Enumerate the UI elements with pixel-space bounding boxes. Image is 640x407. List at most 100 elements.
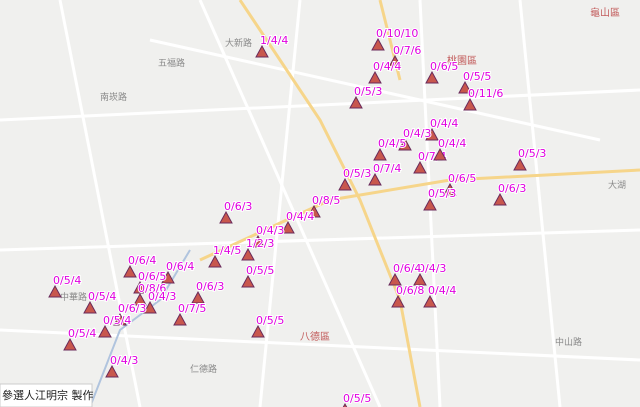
marker — [342, 402, 348, 407]
marker-label: 0/6/4 — [166, 260, 194, 273]
marker — [123, 264, 137, 278]
marker-label: 0/4/4 — [373, 60, 401, 73]
marker — [143, 300, 157, 314]
marker-label: 0/5/5 — [256, 314, 284, 327]
marker-label: 0/5/3 — [354, 85, 382, 98]
place-label: 八德區 — [300, 330, 330, 343]
marker — [251, 234, 265, 248]
marker — [349, 95, 363, 109]
marker-label: 0/5/4 — [68, 327, 96, 340]
marker — [255, 44, 269, 58]
marker-label: 0/5/5 — [246, 264, 274, 277]
marker — [423, 197, 437, 211]
marker — [443, 182, 457, 196]
marker-label: 0/6/5 — [430, 60, 458, 73]
place-label: 南崁路 — [100, 91, 127, 103]
marker-label: 0/4/4 — [438, 137, 466, 150]
marker — [48, 284, 62, 298]
marker-label: 0/10/10 — [376, 27, 418, 40]
marker-label: 0/5/3 — [518, 147, 546, 160]
marker — [493, 192, 507, 206]
marker — [425, 127, 439, 141]
marker-label: 0/5/4 — [53, 274, 81, 287]
marker — [173, 312, 187, 326]
marker — [161, 270, 175, 284]
marker — [251, 324, 265, 338]
marker-label: 0/4/3 — [418, 262, 446, 275]
marker — [458, 80, 472, 94]
marker — [433, 147, 447, 161]
marker-label: 0/5/5 — [343, 392, 371, 405]
marker — [241, 274, 255, 288]
place-label: 桃園區 — [447, 54, 477, 67]
marker-label: 1/4/5 — [213, 244, 241, 257]
marker — [388, 54, 402, 68]
marker-label: 0/5/3 — [428, 187, 456, 200]
marker — [307, 204, 321, 218]
marker — [413, 160, 427, 174]
place-label: 中華路 — [60, 291, 87, 303]
marker-label: 1/4/4 — [260, 34, 288, 47]
marker — [133, 292, 147, 306]
marker-label: 0/6/4 — [393, 262, 421, 275]
marker-label: 0/4/4 — [428, 284, 456, 297]
marker — [425, 70, 439, 84]
marker-label: 0/5/4 — [103, 314, 131, 327]
marker — [423, 294, 437, 308]
marker-label: 0/6/5 — [138, 270, 166, 283]
credit-box — [0, 383, 93, 407]
marker-label: 0/7/6 — [393, 44, 421, 57]
marker — [98, 324, 112, 338]
place-label: 五福路 — [158, 57, 185, 69]
marker — [191, 290, 205, 304]
place-label: 大湖 — [608, 179, 626, 191]
marker-label: 0/11/6 — [468, 87, 503, 100]
marker-label: 0/6/3 — [224, 200, 252, 213]
marker — [338, 177, 352, 191]
river — [89, 249, 191, 407]
marker-label: 0/4/3 — [110, 354, 138, 367]
marker-label: 0/5/5 — [463, 70, 491, 83]
marker — [371, 37, 385, 51]
marker-label: 0/6/3 — [196, 280, 224, 293]
marker — [113, 312, 127, 326]
marker — [105, 364, 119, 378]
marker-label: 1/2/3 — [246, 237, 274, 250]
marker — [463, 97, 477, 111]
marker — [513, 157, 527, 171]
marker-label: 0/8/6 — [138, 282, 166, 295]
marker — [373, 147, 387, 161]
marker — [398, 137, 412, 151]
marker-label: 0/7/5 — [178, 302, 206, 315]
marker-label: 0/5/4 — [88, 290, 116, 303]
marker-label: 0/4/3 — [148, 290, 176, 303]
marker-label: 0/4/3 — [256, 224, 284, 237]
marker — [63, 337, 77, 351]
marker-label: 0/4/3 — [403, 127, 431, 140]
place-label: 龜山區 — [590, 6, 620, 19]
marker — [83, 300, 97, 314]
marker — [413, 272, 427, 286]
marker — [281, 220, 295, 234]
marker-label: 0/7/4 — [373, 162, 401, 175]
marker-label: 0/8/5 — [312, 194, 340, 207]
marker — [208, 254, 222, 268]
marker — [219, 210, 233, 224]
credit: 參選人江明宗 製作 — [2, 388, 94, 402]
place-label: 仁德路 — [190, 363, 217, 375]
marker-label: 0/4/4 — [286, 210, 314, 223]
marker-label: 0/4/5 — [378, 137, 406, 150]
marker — [391, 294, 405, 308]
marker-label: 0/5/3 — [343, 167, 371, 180]
marker-label: 0/4/4 — [430, 117, 458, 130]
marker-label: 0/6/5 — [448, 172, 476, 185]
place-label: 大新路 — [225, 37, 252, 49]
marker — [368, 70, 382, 84]
marker — [241, 247, 255, 261]
marker-label: 0/6/3 — [118, 302, 146, 315]
marker-label: 0/6/3 — [498, 182, 526, 195]
marker-label: 0/6/4 — [128, 254, 156, 267]
marker — [388, 272, 402, 286]
